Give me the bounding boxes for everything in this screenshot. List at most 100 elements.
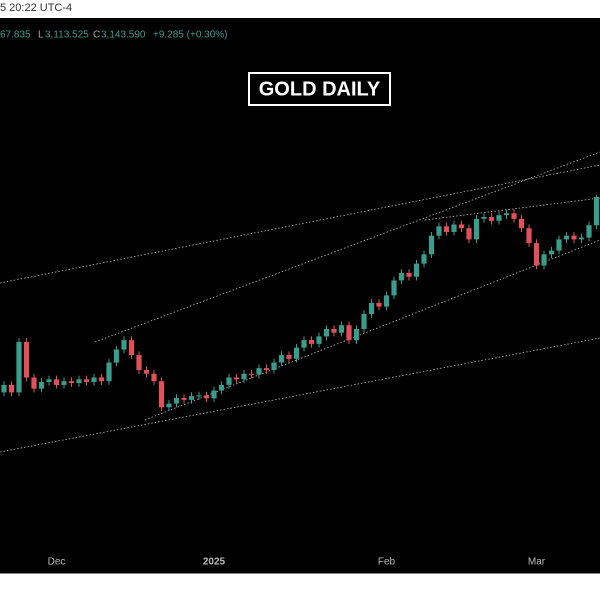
header-change: +9.285 (+0.30%) [153,30,228,41]
candle-body [556,239,562,251]
candle-body [338,325,345,333]
candle-body [481,217,487,219]
header-close: 3,143.590 [101,30,146,41]
candle-body [451,224,457,232]
candle-body [571,235,577,240]
candle-body [308,340,315,344]
candle-body [256,368,262,375]
candle-body [496,215,502,221]
candle-body [83,379,90,382]
candle-body [8,384,15,393]
candle-body [98,377,105,382]
candle-body [241,373,247,380]
candle-body [128,340,135,356]
candle-body [113,349,120,363]
x-tick-label: 2025 [203,557,226,568]
candle-body [376,302,382,307]
candle-body [16,342,22,393]
candle-body [428,235,435,255]
candle-body [166,403,172,408]
header-high: 67.835 [0,30,31,41]
candle-body [421,254,427,264]
candle-body [271,362,277,370]
candle-body [526,228,532,244]
header-low: 3,113.525 [45,30,89,41]
candle-body [473,218,480,240]
candle-body [316,336,322,344]
candle-body [68,381,75,384]
candle-body [586,225,592,238]
candle-body [278,355,285,363]
candle-body [196,395,202,397]
candle-body [286,355,292,359]
candle-body [331,328,337,333]
candle-body [488,217,495,221]
candle-body [1,384,7,393]
candle-body [263,368,270,370]
candle-body [203,395,210,399]
candle-body [226,377,232,385]
candle-body [398,272,405,281]
chart-title: GOLD DAILY [259,78,381,100]
candle-body [443,226,450,232]
candle-body [46,379,52,382]
x-tick-label: Feb [378,557,396,568]
candle-body [106,362,112,382]
candle-body [503,213,510,216]
header-close-key: C [93,30,100,41]
candle-body [53,379,60,385]
candle-body [578,237,585,240]
candle-body [121,340,127,350]
candle-body [533,243,540,266]
candle-body [383,295,390,307]
candle-body [76,379,82,384]
candle-body [301,340,307,348]
candle-body [211,390,217,399]
candle-body [413,263,420,277]
trend-line [0,337,600,453]
candle-body [593,197,600,226]
candle-body [173,397,180,404]
candle-body [233,377,240,380]
title-box [248,72,391,106]
candle-body [136,355,142,370]
candle-body [38,381,45,389]
x-tick-label: Mar [528,557,546,568]
header-time: 5 20:22 UTC-4 [0,2,72,14]
candle-body [143,370,150,374]
candle-body [518,218,525,229]
candle-body [61,381,67,385]
candle-body [158,381,165,408]
candle-body [436,226,442,236]
chart-background [0,18,600,573]
candle-body [511,213,517,219]
candle-body [391,280,397,296]
candle-body [458,224,465,229]
header-low-key: L [38,30,44,41]
candle-body [323,328,330,337]
candle-body [563,235,570,240]
candle-body [293,347,300,359]
candle-body [368,302,375,315]
candle-body [151,373,157,382]
candle-body [181,397,187,400]
trend-line [424,197,600,221]
candle-body [346,325,352,341]
x-tick-label: Dec [48,557,66,568]
candle-body [548,250,555,255]
candle-body [248,373,255,375]
candle-body [188,396,195,400]
candle-body [541,254,547,266]
trend-line [94,151,600,343]
candle-body [23,342,30,378]
candle-body [361,314,367,329]
candle-body [466,228,472,240]
candle-body [353,328,360,341]
trend-line [0,164,600,284]
candle-body [91,377,97,382]
candle-body [31,377,37,389]
candle-body [406,272,412,277]
candle-body [218,384,225,391]
